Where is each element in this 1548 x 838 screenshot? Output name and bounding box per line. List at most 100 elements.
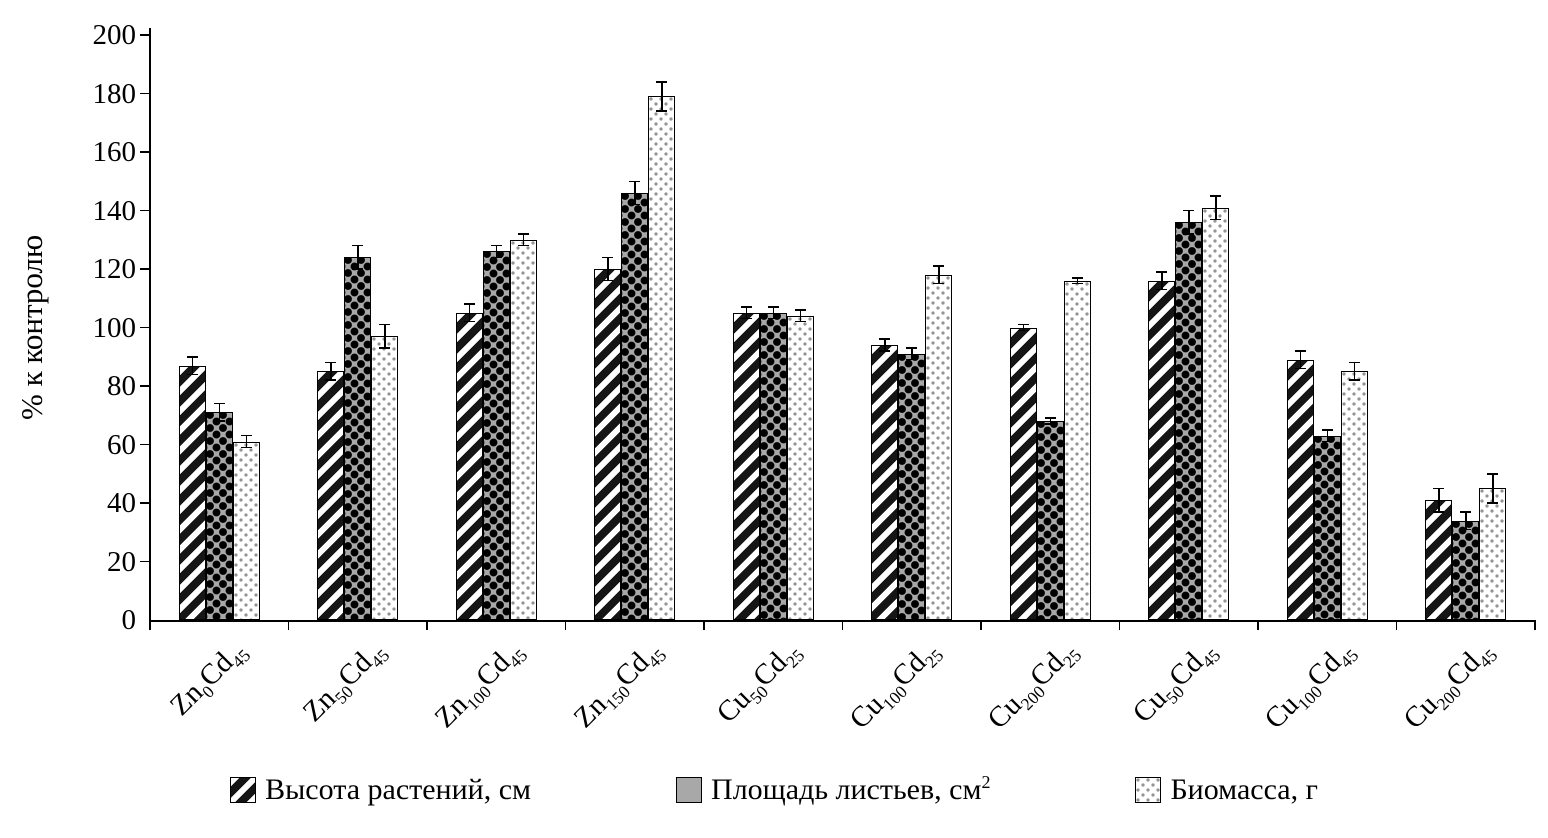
x-tick [1257,622,1259,630]
bar-series-2 [786,315,814,620]
error-bar-cap [1071,277,1083,279]
bar-series-2 [1479,488,1507,620]
bar-series-1 [1313,435,1341,620]
error-bar-cap [933,265,945,267]
y-tick [140,443,150,446]
y-tick [140,502,150,504]
error-bar-cap [490,244,502,247]
error-bar-cap [213,402,225,405]
error-bar-line [1438,488,1440,512]
error-bar-cap [1183,233,1195,235]
error-bar-cap [379,347,391,349]
y-tick-label: 40 [107,487,136,519]
error-bar-line [1049,418,1051,425]
error-bar-cap [1487,473,1499,475]
legend-label-superscript: 2 [981,772,991,792]
error-bar-line [772,307,774,319]
error-bar-cap [906,347,918,349]
error-bar-line [884,339,886,351]
legend-item: Биомасса, г [1135,772,1318,807]
bar-series-0 [871,345,899,620]
error-bar-cap [767,306,779,308]
bar-series-0 [317,371,345,620]
error-bar-cap [879,338,891,340]
bar-series-2 [1202,207,1230,620]
bar-series-2 [371,336,399,620]
error-bar-cap [656,110,668,112]
error-bar-line [384,324,386,348]
error-bar-line [245,435,247,448]
x-category-label: Cu100Cd45 [1210,634,1363,787]
error-bar-cap [1017,329,1029,332]
x-tick [149,622,151,630]
error-bar-cap [490,256,502,259]
error-bar-cap [186,373,198,376]
y-tick-label: 200 [92,19,137,51]
error-bar-cap [629,203,641,206]
y-tick-label: 100 [92,311,137,344]
bar-series-2 [1340,371,1368,620]
legend-swatch-series-2 [1135,776,1162,803]
y-tick-label: 160 [92,136,137,168]
y-axis-title: % к контролю [14,234,49,421]
error-bar-line [1076,277,1078,284]
x-axis-line [149,620,1536,622]
x-tick [703,622,705,630]
error-bar-cap [740,306,752,308]
error-bar-cap [463,303,475,305]
error-bar-cap [879,350,891,352]
x-category-label: Zn150Cd45 [517,634,670,787]
error-bar-line [799,309,801,322]
bar-series-1 [759,312,787,620]
y-tick [140,326,150,329]
y-tick-label: 60 [107,428,136,461]
legend: Высота растений, см Площадь листьев, см2 Б… [0,772,1548,807]
error-bar-cap [1321,429,1333,431]
bar-series-2 [925,274,953,620]
error-bar-cap [1071,282,1083,285]
error-bar-line [1215,195,1217,220]
y-tick [140,268,150,270]
bar-series-0 [1148,280,1176,620]
y-tick [140,560,150,563]
y-tick [140,34,150,36]
error-bar-cap [1348,379,1360,381]
error-bar-cap [1156,271,1168,273]
x-category-label: Cu50Cd45 [1071,634,1224,787]
legend-item: Высота растений, см [230,772,531,807]
error-bar-cap [602,256,614,259]
y-tick-label: 20 [107,545,136,578]
error-bar-cap [1433,511,1445,513]
error-bar-cap [1294,367,1306,370]
error-bar-cap [463,320,475,323]
error-bar-line [1326,429,1328,442]
error-bar-cap [325,379,337,381]
x-category-label: Cu50Cd25 [656,634,809,787]
bar-series-1 [482,251,510,620]
error-bar-cap [213,420,225,422]
error-bar-cap [1321,440,1333,443]
error-bar-cap [517,244,529,247]
y-tick [140,385,150,387]
error-bar-line [1465,511,1467,530]
bar-series-0 [1425,500,1453,620]
error-bar-line [1161,271,1163,290]
bar-series-0 [1009,327,1037,620]
y-tick [140,209,150,212]
bar-series-0 [594,269,622,620]
error-bar-line [1299,350,1301,369]
y-tick-label: 120 [92,253,137,285]
error-bar-cap [794,309,806,311]
x-category-label: Cu100Cd25 [794,634,947,787]
y-tick [140,92,150,95]
error-bar-cap [1183,209,1195,212]
bar-series-2 [648,96,676,620]
bar-series-1 [1036,421,1064,620]
legend-label: Высота растений, см [265,772,532,806]
error-bar-cap [1156,288,1168,291]
legend-swatch-series-0 [230,776,257,803]
x-category-label: Cu200Cd45 [1348,634,1501,787]
x-tick [841,622,844,630]
error-bar-line [1492,473,1494,503]
y-axis-line [149,28,151,622]
